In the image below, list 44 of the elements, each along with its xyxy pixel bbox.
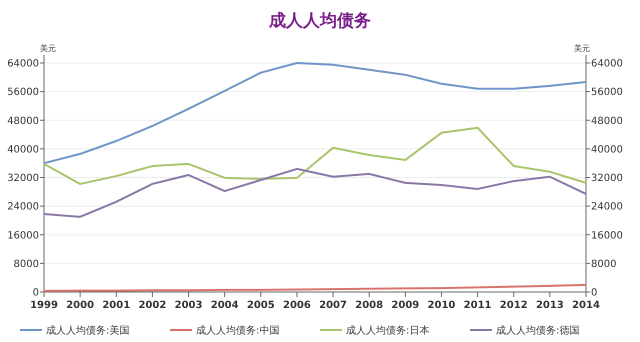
x-tick-label: 2010	[428, 300, 456, 311]
y-tick-label: 40000	[7, 144, 39, 156]
line-series	[43, 168, 587, 218]
y2-tick-label: 48000	[591, 116, 623, 127]
x-tick-label: 2000	[66, 300, 94, 311]
line-series	[43, 62, 587, 164]
legend-label: 成人人均债务:中国	[196, 324, 280, 336]
x-tick-label: 2002	[138, 300, 166, 311]
legend-label: 成人人均债务:德国	[496, 324, 580, 336]
y-tick-label: 8000	[14, 258, 39, 270]
x-tick-label: 2008	[355, 300, 384, 311]
x-tick-label: 2013	[536, 300, 564, 311]
y2-tick-label: 24000	[591, 202, 623, 213]
legend-label: 成人人均债务:美国	[46, 324, 130, 336]
y2-tick-label: 0	[591, 288, 598, 298]
y-axis-title: 美元	[40, 44, 56, 53]
x-tick-label: 2011	[464, 300, 492, 311]
y-tick-label: 24000	[7, 202, 39, 213]
chart-title: 成人人均债务	[268, 11, 371, 31]
y-tick-label: 64000	[7, 58, 39, 70]
x-tick-label: 2014	[572, 300, 600, 311]
legend-label: 成人人均债务:日本	[346, 324, 430, 336]
x-tick-label: 1999	[30, 300, 58, 311]
x-tick-label: 2005	[246, 300, 275, 311]
y2-tick-label: 8000	[591, 258, 616, 270]
x-tick-label: 2001	[102, 300, 130, 311]
x-tick-label: 2009	[391, 300, 420, 311]
x-tick-label: 2004	[210, 300, 239, 311]
y2-tick-label: 56000	[591, 87, 623, 98]
y-tick-label: 32000	[7, 173, 39, 184]
y2-tick-label: 64000	[591, 58, 623, 70]
y2-tick-label: 32000	[591, 173, 623, 184]
y2-axis-title: 美元	[574, 44, 590, 53]
x-tick-label: 2012	[500, 300, 528, 311]
y2-tick-label: 16000	[591, 230, 623, 242]
line-series	[43, 126, 587, 185]
y-tick-label: 56000	[7, 87, 39, 98]
y2-tick-label: 40000	[591, 144, 623, 156]
x-tick-label: 2003	[174, 300, 202, 311]
y-tick-label: 0	[32, 288, 39, 298]
y-tick-label: 48000	[7, 116, 39, 127]
x-tick-label: 2007	[319, 300, 348, 311]
y-tick-label: 16000	[7, 230, 39, 242]
x-tick-label: 2006	[283, 300, 311, 311]
